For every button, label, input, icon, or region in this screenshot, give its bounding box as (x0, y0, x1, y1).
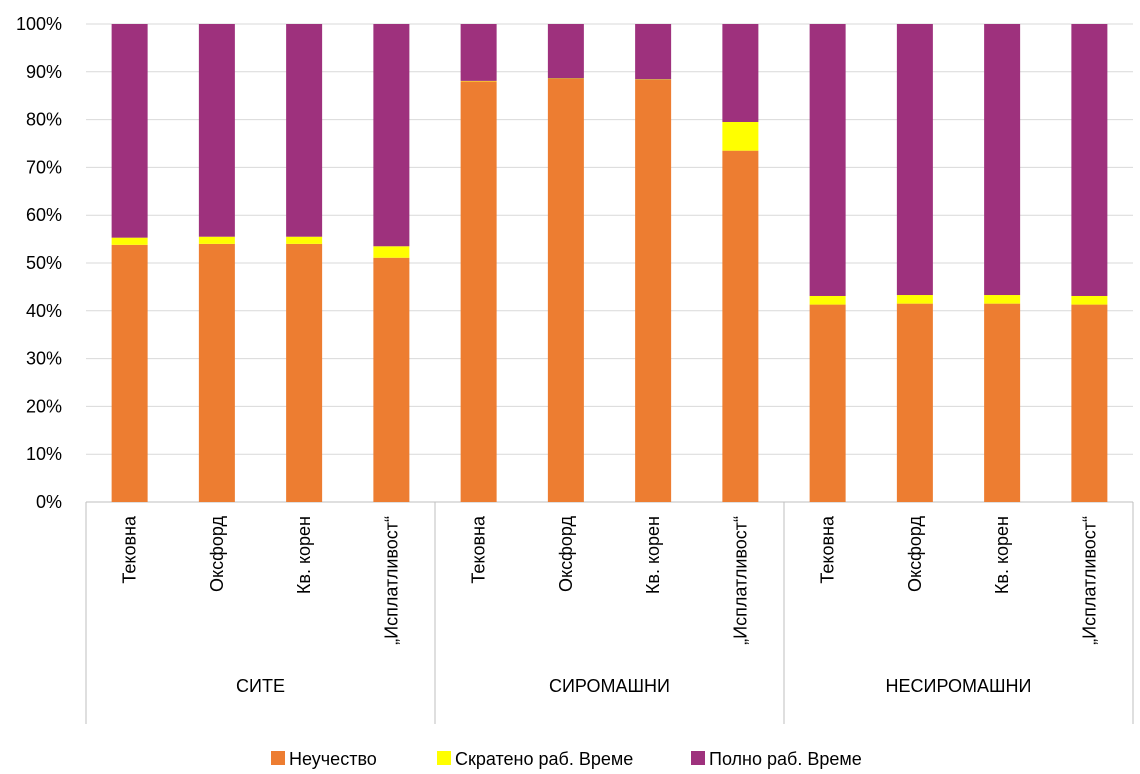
y-tick-label: 10% (26, 444, 62, 464)
x-category-label: Кв. корен (992, 516, 1012, 594)
x-category-label: „Исплатливост“ (1079, 516, 1099, 645)
x-category-label: Оксфорд (556, 516, 576, 592)
bar-segment (373, 257, 410, 502)
x-category-label: Кв. корен (643, 516, 663, 594)
bar-segment (1071, 295, 1108, 305)
legend-swatch (437, 751, 451, 765)
legend-swatch (691, 751, 705, 765)
bar-segment (460, 81, 497, 503)
bar-segment (198, 24, 235, 237)
bar-segment (722, 24, 759, 122)
x-category-label: „Исплатливост“ (381, 516, 401, 645)
x-category-label: „Исплатливост“ (730, 516, 750, 645)
x-category-label: Тековна (120, 515, 140, 584)
bars (111, 24, 1108, 503)
x-category-label: Тековна (818, 515, 838, 584)
legend-label: Неучество (289, 749, 377, 769)
y-tick-label: 100% (16, 14, 62, 34)
legend-swatch (271, 751, 285, 765)
x-category-label: Оксфорд (207, 516, 227, 592)
bar-segment (198, 243, 235, 502)
bar-segment (635, 79, 672, 503)
legend: Неучество Скратено раб. Време Полно раб. В… (271, 749, 862, 769)
bar-segment (809, 304, 846, 502)
y-tick-label: 70% (26, 157, 62, 177)
legend-label: Скратено раб. Време (455, 749, 633, 769)
y-tick-label: 40% (26, 301, 62, 321)
y-tick-label: 60% (26, 205, 62, 225)
y-tick-label: 20% (26, 396, 62, 416)
bar-segment (722, 150, 759, 503)
legend-label: Полно раб. Време (709, 749, 862, 769)
group-label: СИРОМАШНИ (549, 676, 670, 696)
bar-segment (1071, 304, 1108, 502)
bar-segment (896, 24, 933, 296)
bar-segment (547, 24, 584, 79)
bar-segment (896, 295, 933, 304)
bar-segment (896, 303, 933, 502)
bar-segment (635, 24, 672, 80)
bar-segment (373, 24, 410, 247)
gridlines (86, 23, 1133, 503)
y-tick-label: 30% (26, 349, 62, 369)
y-tick-label: 80% (26, 110, 62, 130)
bar-segment (809, 295, 846, 305)
y-tick-label: 90% (26, 62, 62, 82)
bar-segment (198, 236, 235, 244)
y-tick-label: 0% (36, 492, 62, 512)
bar-segment (722, 121, 759, 151)
bar-segment (111, 244, 148, 502)
bar-segment (984, 24, 1021, 296)
group-label: НЕСИРОМАШНИ (886, 676, 1032, 696)
bar-segment (984, 303, 1021, 502)
group-label: СИТЕ (236, 676, 285, 696)
bar-segment (809, 24, 846, 296)
x-axis: Тековна Оксфорд Кв. корен „Исплатливост“ Тек… (85, 502, 1134, 724)
bar-segment (1071, 24, 1108, 296)
y-tick-label: 50% (26, 253, 62, 273)
x-category-label: Оксфорд (905, 516, 925, 592)
bar-segment (984, 295, 1021, 304)
x-category-label: Кв. корен (294, 516, 314, 594)
bar-segment (460, 24, 497, 81)
bar-segment (111, 24, 148, 238)
bar-segment (547, 78, 584, 502)
bar-segment (373, 246, 410, 258)
y-axis-ticks: 0% 10% 20% 30% 40% 50% 60% 70% 80% 90% 100% (16, 14, 62, 512)
bar-segment (286, 236, 323, 244)
bar-segment (286, 24, 323, 237)
bar-segment (286, 243, 323, 502)
bar-segment (111, 237, 148, 245)
x-category-label: Тековна (469, 515, 489, 584)
